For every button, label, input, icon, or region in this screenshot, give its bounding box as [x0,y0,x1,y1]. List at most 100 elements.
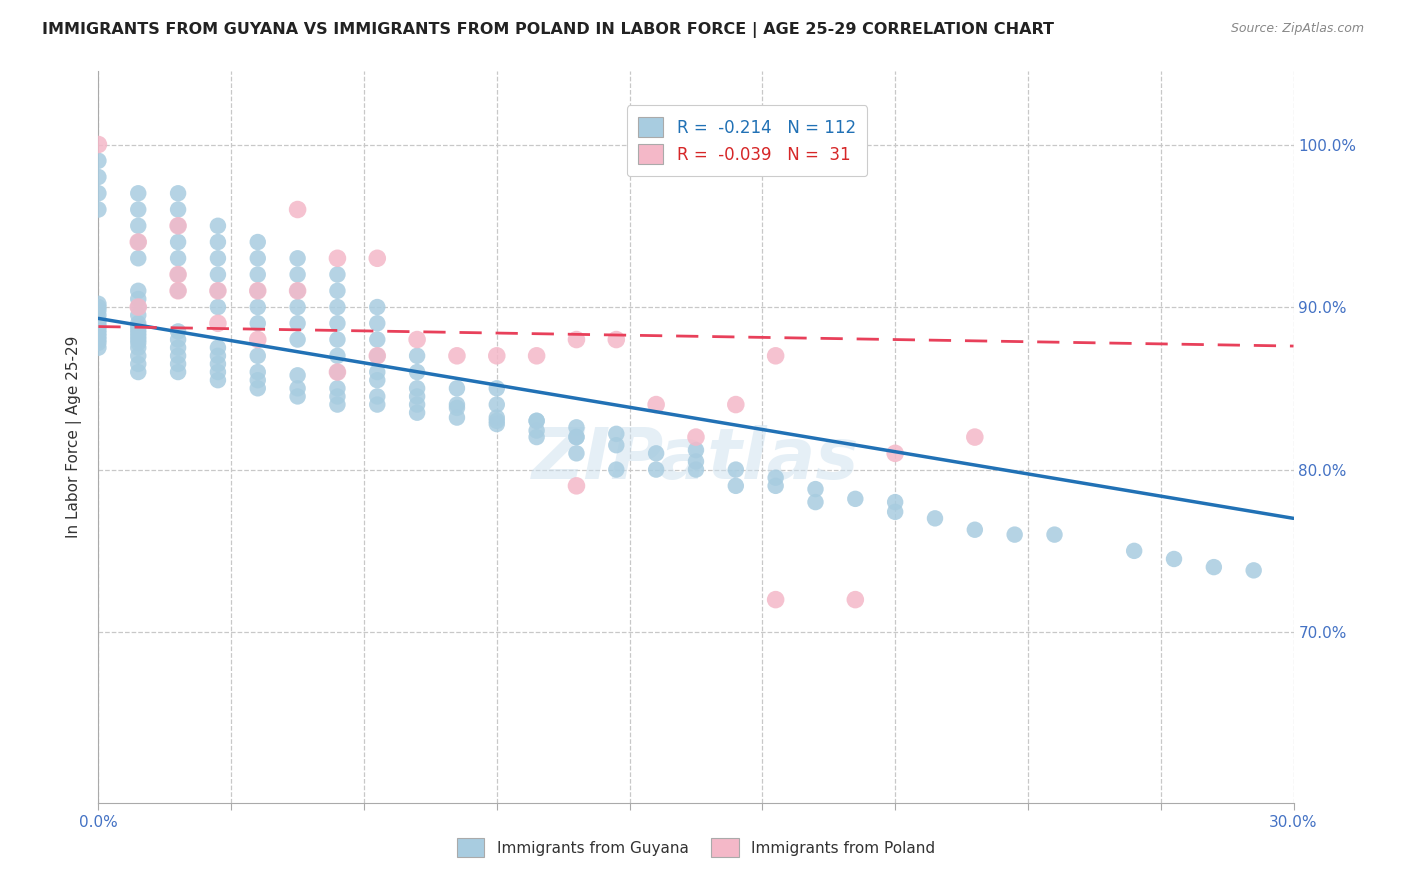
Point [287,252,309,266]
Point [287,268,309,282]
Point [724,398,747,412]
Point [127,357,149,371]
Point [446,398,468,412]
Point [127,300,149,314]
Point [127,292,149,306]
Point [485,381,508,395]
Point [207,349,229,363]
Point [167,235,190,249]
Point [127,365,149,379]
Point [366,365,388,379]
Point [87,153,110,168]
Point [167,268,190,282]
Point [127,202,149,217]
Point [246,333,269,347]
Point [645,398,668,412]
Point [844,592,866,607]
Point [87,335,110,350]
Point [127,316,149,330]
Point [526,414,548,428]
Point [167,341,190,355]
Point [406,333,429,347]
Point [1123,544,1146,558]
Point [87,329,110,343]
Point [685,430,707,444]
Point [565,446,588,460]
Point [207,235,229,249]
Point [167,202,190,217]
Point [884,505,907,519]
Point [485,414,508,428]
Point [87,316,110,330]
Point [326,365,349,379]
Point [167,365,190,379]
Point [1163,552,1185,566]
Point [765,349,787,363]
Point [167,268,190,282]
Point [287,284,309,298]
Point [127,284,149,298]
Point [127,308,149,322]
Point [1004,527,1026,541]
Point [127,319,149,334]
Point [87,137,110,152]
Point [207,252,229,266]
Point [406,398,429,412]
Point [804,495,827,509]
Point [287,389,309,403]
Point [127,323,149,337]
Point [287,368,309,383]
Point [565,430,588,444]
Point [685,454,707,468]
Point [207,357,229,371]
Point [87,313,110,327]
Point [127,333,149,347]
Point [526,430,548,444]
Point [1202,560,1225,574]
Point [87,319,110,334]
Point [326,284,349,298]
Point [207,219,229,233]
Point [366,398,388,412]
Point [485,349,508,363]
Point [485,398,508,412]
Point [167,333,190,347]
Point [167,219,190,233]
Point [605,438,627,452]
Point [884,446,907,460]
Point [287,300,309,314]
Point [765,592,787,607]
Point [246,300,269,314]
Point [446,349,468,363]
Point [326,268,349,282]
Point [526,349,548,363]
Point [765,471,787,485]
Point [924,511,946,525]
Point [167,284,190,298]
Point [326,300,349,314]
Point [326,381,349,395]
Point [87,341,110,355]
Point [127,300,149,314]
Text: IMMIGRANTS FROM GUYANA VS IMMIGRANTS FROM POLAND IN LABOR FORCE | AGE 25-29 CORR: IMMIGRANTS FROM GUYANA VS IMMIGRANTS FRO… [42,22,1054,38]
Point [765,479,787,493]
Point [167,357,190,371]
Point [127,329,149,343]
Point [406,406,429,420]
Point [167,219,190,233]
Point [207,268,229,282]
Y-axis label: In Labor Force | Age 25-29: In Labor Force | Age 25-29 [66,336,83,538]
Point [1243,563,1265,577]
Point [366,252,388,266]
Legend: Immigrants from Guyana, Immigrants from Poland: Immigrants from Guyana, Immigrants from … [449,830,943,864]
Point [246,349,269,363]
Point [127,335,149,350]
Point [246,268,269,282]
Point [87,300,110,314]
Point [246,235,269,249]
Point [645,446,668,460]
Point [87,308,110,322]
Point [287,316,309,330]
Point [127,235,149,249]
Point [127,326,149,340]
